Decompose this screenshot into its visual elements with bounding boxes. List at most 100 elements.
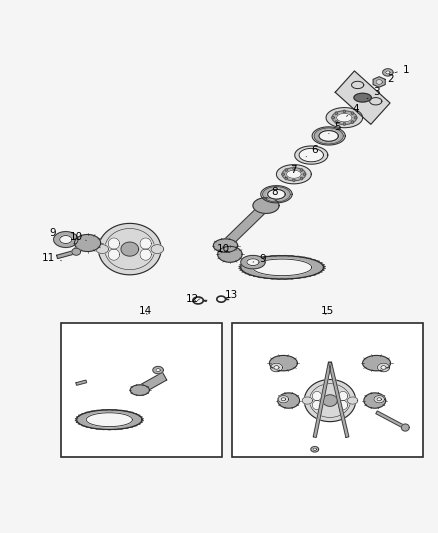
Polygon shape — [311, 447, 319, 452]
Polygon shape — [53, 232, 78, 247]
Polygon shape — [339, 400, 348, 410]
Polygon shape — [334, 112, 354, 123]
Polygon shape — [328, 362, 349, 438]
Polygon shape — [253, 198, 279, 213]
Polygon shape — [274, 366, 279, 369]
Polygon shape — [293, 179, 295, 181]
Polygon shape — [352, 82, 364, 88]
Polygon shape — [300, 169, 303, 171]
Polygon shape — [74, 235, 101, 252]
Polygon shape — [60, 236, 72, 244]
Polygon shape — [304, 379, 356, 422]
Polygon shape — [377, 398, 381, 401]
Bar — [232, 323, 423, 457]
Polygon shape — [282, 168, 306, 181]
Polygon shape — [326, 108, 363, 128]
Polygon shape — [364, 393, 386, 408]
Polygon shape — [278, 393, 300, 408]
Polygon shape — [140, 249, 151, 260]
Polygon shape — [247, 259, 259, 265]
Polygon shape — [343, 110, 346, 112]
Text: 13: 13 — [225, 290, 238, 300]
Polygon shape — [337, 114, 352, 122]
Polygon shape — [335, 121, 338, 123]
Polygon shape — [302, 397, 312, 404]
Polygon shape — [96, 245, 109, 254]
Polygon shape — [295, 146, 328, 164]
Polygon shape — [323, 395, 337, 406]
Polygon shape — [285, 169, 287, 171]
Polygon shape — [263, 187, 290, 202]
Polygon shape — [285, 177, 287, 180]
Polygon shape — [332, 111, 357, 125]
Polygon shape — [213, 239, 238, 252]
Polygon shape — [386, 71, 390, 74]
Polygon shape — [373, 77, 385, 87]
Text: 8: 8 — [266, 187, 278, 199]
Text: 9: 9 — [49, 229, 61, 238]
Polygon shape — [99, 223, 161, 275]
Text: 1: 1 — [395, 65, 410, 75]
Polygon shape — [383, 69, 393, 76]
Polygon shape — [121, 242, 138, 256]
Polygon shape — [267, 189, 286, 199]
Polygon shape — [77, 410, 142, 430]
Text: 15: 15 — [321, 306, 335, 316]
Polygon shape — [282, 173, 284, 175]
Polygon shape — [253, 259, 312, 276]
Polygon shape — [374, 395, 385, 403]
Polygon shape — [276, 165, 311, 184]
Polygon shape — [313, 448, 317, 450]
Polygon shape — [319, 131, 338, 141]
Polygon shape — [363, 356, 391, 371]
Polygon shape — [339, 391, 348, 401]
Text: 10: 10 — [217, 244, 230, 254]
Polygon shape — [108, 249, 120, 260]
Polygon shape — [140, 238, 151, 249]
Polygon shape — [351, 112, 353, 115]
Polygon shape — [218, 246, 242, 262]
Text: 6: 6 — [306, 145, 318, 157]
Text: 7: 7 — [285, 165, 297, 177]
Polygon shape — [332, 116, 334, 119]
Text: 14: 14 — [138, 306, 152, 316]
Polygon shape — [218, 202, 269, 253]
Polygon shape — [86, 413, 132, 426]
Polygon shape — [300, 177, 303, 180]
Polygon shape — [108, 238, 120, 249]
Polygon shape — [261, 185, 292, 203]
Polygon shape — [278, 395, 289, 403]
Polygon shape — [381, 366, 386, 369]
Bar — [61, 323, 223, 457]
Text: 3: 3 — [367, 87, 380, 99]
Polygon shape — [281, 398, 286, 401]
Polygon shape — [376, 79, 382, 84]
Polygon shape — [370, 98, 382, 105]
Polygon shape — [130, 385, 149, 395]
Text: 11: 11 — [42, 253, 61, 263]
Polygon shape — [343, 123, 346, 125]
Text: 10: 10 — [70, 232, 86, 242]
Polygon shape — [313, 362, 332, 438]
Polygon shape — [151, 245, 164, 254]
Text: 9: 9 — [253, 254, 266, 264]
Polygon shape — [312, 391, 321, 401]
Polygon shape — [299, 148, 323, 162]
Polygon shape — [153, 366, 163, 374]
Polygon shape — [314, 128, 343, 144]
Polygon shape — [76, 380, 87, 385]
Polygon shape — [351, 121, 353, 123]
Polygon shape — [312, 127, 345, 145]
Polygon shape — [335, 112, 338, 115]
Polygon shape — [354, 116, 357, 119]
Polygon shape — [268, 189, 285, 199]
Polygon shape — [376, 411, 406, 429]
Polygon shape — [335, 71, 390, 124]
Polygon shape — [312, 400, 321, 410]
Text: 5: 5 — [328, 122, 341, 134]
Polygon shape — [304, 173, 306, 175]
Text: 4: 4 — [346, 104, 360, 116]
Polygon shape — [269, 356, 297, 371]
Polygon shape — [354, 93, 371, 102]
Polygon shape — [284, 169, 304, 180]
